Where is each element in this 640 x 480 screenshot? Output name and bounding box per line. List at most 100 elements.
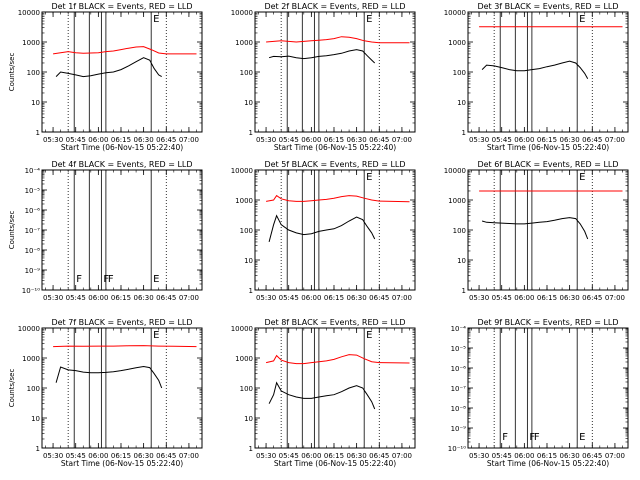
x-tick-label: 05:30 bbox=[43, 452, 63, 460]
events-rate-line bbox=[55, 365, 163, 389]
events-rate-line bbox=[55, 57, 162, 78]
x-tick-label: 06:15 bbox=[324, 452, 344, 460]
y-tick-label: 1 bbox=[462, 287, 466, 295]
x-tick-label: 05:45 bbox=[279, 452, 299, 460]
y-tick-label: 10000 bbox=[231, 9, 253, 17]
marker-letter: E bbox=[366, 330, 372, 341]
panel-title: Det 9f BLACK = Events, RED = LLD bbox=[477, 318, 618, 327]
x-tick-label: 06:30 bbox=[134, 294, 154, 302]
y-tick-label: 10000 bbox=[231, 325, 253, 333]
marker-letter: E bbox=[579, 432, 585, 443]
panel-det-5f: Det 5f BLACK = Events, RED = LLD 1 10 100 10… bbox=[231, 160, 416, 302]
x-tick-label: 05:45 bbox=[492, 136, 512, 144]
x-tick-label: 06:30 bbox=[347, 452, 367, 460]
marker-letter: F bbox=[502, 432, 508, 443]
x-tick-label: 05:45 bbox=[66, 452, 86, 460]
x-axis-label: Start Time (06-Nov-15 05:22:40) bbox=[487, 143, 609, 152]
x-tick-label: 06:45 bbox=[582, 294, 602, 302]
panel-det-8f: Det 8f BLACK = Events, RED = LLD 1 10 100 10… bbox=[231, 318, 416, 468]
lld-rate-line bbox=[53, 345, 197, 348]
x-tick-label: 05:45 bbox=[279, 294, 299, 302]
y-tick-label: 10 bbox=[244, 415, 253, 423]
y-tick-label: 10⁻⁹ bbox=[451, 425, 467, 433]
x-tick-label: 05:30 bbox=[256, 452, 276, 460]
x-tick-label: 06:30 bbox=[560, 136, 580, 144]
marker-letter: E bbox=[366, 172, 372, 183]
y-tick-label: 10⁻⁴ bbox=[451, 325, 467, 333]
x-tick-label: 05:30 bbox=[469, 294, 489, 302]
x-tick-label: 06:00 bbox=[88, 452, 108, 460]
events-rate-line bbox=[481, 217, 589, 240]
y-tick-label: 1000 bbox=[235, 355, 253, 363]
x-tick-label: 05:30 bbox=[256, 294, 276, 302]
marker-letter: E bbox=[366, 14, 372, 25]
x-tick-label: 06:00 bbox=[301, 294, 321, 302]
marker-letter: F bbox=[534, 432, 540, 443]
panel-title: Det 4f BLACK = Events, RED = LLD bbox=[51, 160, 192, 169]
y-tick-label: 1 bbox=[249, 287, 253, 295]
x-tick-label: 06:30 bbox=[134, 452, 154, 460]
y-tick-label: 1 bbox=[36, 445, 40, 453]
y-axis-label: Counts/sec bbox=[8, 211, 16, 250]
x-tick-label: 07:00 bbox=[179, 294, 199, 302]
x-tick-label: 06:45 bbox=[156, 136, 176, 144]
x-axis-label: Start Time (06-Nov-15 05:22:40) bbox=[61, 459, 183, 468]
plot-frame bbox=[254, 327, 416, 449]
y-tick-label: 1000 bbox=[235, 197, 253, 205]
y-axis-label: Counts/sec bbox=[8, 53, 16, 92]
y-tick-label: 10⁻¹⁰ bbox=[22, 287, 40, 295]
x-tick-label: 07:00 bbox=[605, 452, 625, 460]
plot-frame bbox=[254, 11, 416, 133]
y-tick-label: 1 bbox=[462, 129, 466, 137]
y-tick-label: 1000 bbox=[448, 197, 466, 205]
y-tick-label: 100 bbox=[240, 385, 253, 393]
y-tick-label: 10000 bbox=[231, 167, 253, 175]
y-tick-label: 1000 bbox=[448, 39, 466, 47]
x-tick-label: 05:45 bbox=[492, 452, 512, 460]
x-tick-label: 07:00 bbox=[392, 452, 412, 460]
x-tick-label: 07:00 bbox=[605, 136, 625, 144]
panel-det-1f: Det 1f BLACK = Events, RED = LLD 1 10 100 10… bbox=[8, 2, 203, 152]
x-tick-label: 06:45 bbox=[369, 136, 389, 144]
x-tick-label: 06:45 bbox=[156, 294, 176, 302]
panel-det-3f: Det 3f BLACK = Events, RED = LLD 1 10 100 10… bbox=[444, 2, 629, 152]
lld-rate-line bbox=[266, 194, 410, 203]
y-tick-label: 10⁻⁶ bbox=[451, 365, 467, 373]
panel-det-9f: Det 9f BLACK = Events, RED = LLD 10⁻¹⁰ 10⁻… bbox=[448, 318, 629, 468]
x-tick-label: 06:45 bbox=[369, 294, 389, 302]
x-axis-label: Start Time (06-Nov-15 05:22:40) bbox=[274, 143, 396, 152]
y-tick-label: 100 bbox=[453, 227, 466, 235]
y-tick-label: 100 bbox=[27, 385, 40, 393]
y-tick-label: 10⁻⁸ bbox=[451, 405, 467, 413]
x-tick-label: 06:00 bbox=[301, 136, 321, 144]
x-tick-label: 05:45 bbox=[492, 294, 512, 302]
x-tick-label: 06:00 bbox=[514, 452, 534, 460]
y-tick-label: 10 bbox=[31, 99, 40, 107]
x-tick-label: 05:30 bbox=[469, 452, 489, 460]
panel-det-4f: Det 4f BLACK = Events, RED = LLD 10⁻¹⁰ 10⁻… bbox=[8, 160, 203, 302]
x-tick-label: 06:30 bbox=[560, 294, 580, 302]
x-tick-label: 05:30 bbox=[43, 136, 63, 144]
y-tick-label: 1000 bbox=[22, 39, 40, 47]
x-tick-label: 06:45 bbox=[582, 452, 602, 460]
y-tick-label: 10000 bbox=[18, 9, 40, 17]
x-tick-label: 06:45 bbox=[369, 452, 389, 460]
y-tick-label: 1 bbox=[249, 129, 253, 137]
panel-det-6f: Det 6f BLACK = Events, RED = LLD 1 10 100 10… bbox=[444, 160, 629, 302]
y-tick-label: 10⁻⁷ bbox=[451, 385, 467, 393]
y-tick-label: 10000 bbox=[444, 9, 466, 17]
y-tick-label: 1 bbox=[36, 129, 40, 137]
y-tick-label: 1000 bbox=[235, 39, 253, 47]
x-tick-label: 06:30 bbox=[347, 294, 367, 302]
events-rate-line bbox=[268, 49, 376, 64]
x-tick-label: 05:45 bbox=[66, 294, 86, 302]
panel-title: Det 5f BLACK = Events, RED = LLD bbox=[264, 160, 405, 169]
y-tick-label: 10 bbox=[244, 99, 253, 107]
y-tick-label: 10⁻⁷ bbox=[25, 227, 41, 235]
x-tick-label: 06:15 bbox=[537, 452, 557, 460]
y-tick-label: 10000 bbox=[18, 325, 40, 333]
x-tick-label: 06:15 bbox=[111, 136, 131, 144]
x-tick-label: 06:00 bbox=[514, 294, 534, 302]
plot-frame bbox=[467, 327, 629, 449]
